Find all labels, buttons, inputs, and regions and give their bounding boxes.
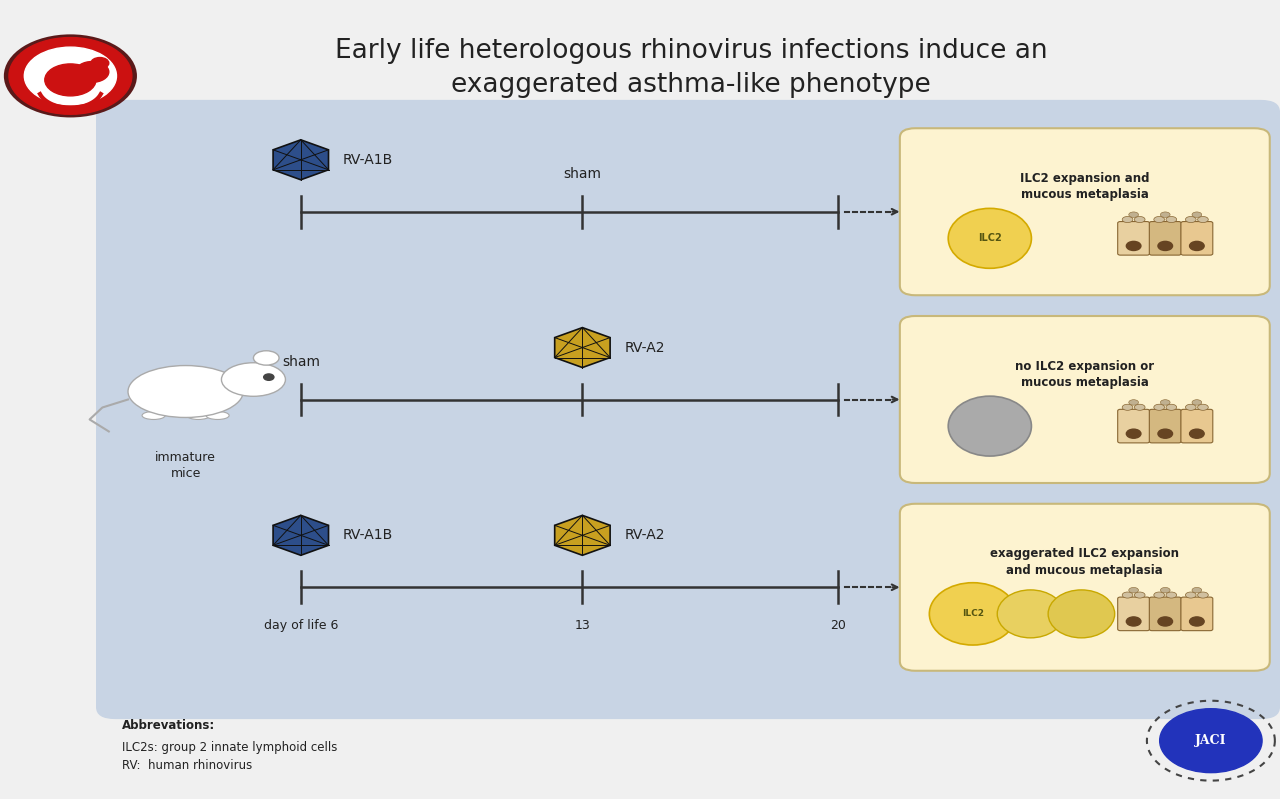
Circle shape <box>1189 617 1204 626</box>
Circle shape <box>1189 241 1204 251</box>
Text: 20: 20 <box>831 619 846 632</box>
Ellipse shape <box>1134 217 1146 223</box>
Text: Abbrevations:: Abbrevations: <box>122 719 215 732</box>
Ellipse shape <box>1153 404 1165 411</box>
Ellipse shape <box>142 411 165 419</box>
Ellipse shape <box>1161 212 1170 217</box>
Ellipse shape <box>1185 404 1196 411</box>
Ellipse shape <box>221 363 285 396</box>
Text: RV-A2: RV-A2 <box>625 528 666 543</box>
Ellipse shape <box>128 366 243 417</box>
Text: ILC2 expansion and
mucous metaplasia: ILC2 expansion and mucous metaplasia <box>1020 172 1149 201</box>
Ellipse shape <box>1166 404 1176 411</box>
Ellipse shape <box>1161 587 1170 593</box>
Ellipse shape <box>1129 587 1138 593</box>
Ellipse shape <box>1166 217 1176 223</box>
Ellipse shape <box>948 209 1032 268</box>
Circle shape <box>9 38 132 114</box>
Ellipse shape <box>1129 212 1138 217</box>
Text: sham: sham <box>563 167 602 181</box>
Circle shape <box>1160 709 1262 773</box>
Ellipse shape <box>1161 400 1170 405</box>
FancyBboxPatch shape <box>1117 597 1149 630</box>
Text: RV-A1B: RV-A1B <box>343 528 393 543</box>
Ellipse shape <box>1123 217 1133 223</box>
FancyBboxPatch shape <box>900 316 1270 483</box>
Text: JACI: JACI <box>1196 734 1226 747</box>
Circle shape <box>1158 429 1172 438</box>
Polygon shape <box>554 328 611 368</box>
Ellipse shape <box>1129 400 1138 405</box>
FancyBboxPatch shape <box>1117 221 1149 255</box>
Ellipse shape <box>1134 592 1146 598</box>
Ellipse shape <box>1134 404 1146 411</box>
Ellipse shape <box>948 396 1032 456</box>
Text: Early life heterologous rhinovirus infections induce an
exaggerated asthma-like : Early life heterologous rhinovirus infec… <box>335 38 1047 98</box>
Ellipse shape <box>997 590 1064 638</box>
Ellipse shape <box>1166 592 1176 598</box>
Ellipse shape <box>1198 592 1208 598</box>
Ellipse shape <box>929 582 1016 645</box>
Ellipse shape <box>1153 217 1165 223</box>
Circle shape <box>4 34 137 117</box>
Text: ILC2s: group 2 innate lymphoid cells
RV:  human rhinovirus: ILC2s: group 2 innate lymphoid cells RV:… <box>122 741 337 773</box>
Polygon shape <box>554 515 611 555</box>
Circle shape <box>76 62 109 82</box>
Ellipse shape <box>1198 217 1208 223</box>
Text: ILC2: ILC2 <box>978 233 1002 244</box>
Circle shape <box>24 47 116 105</box>
FancyBboxPatch shape <box>96 100 1280 719</box>
Polygon shape <box>273 515 329 555</box>
Ellipse shape <box>1192 400 1202 405</box>
Ellipse shape <box>206 411 229 419</box>
FancyBboxPatch shape <box>1149 597 1181 630</box>
Circle shape <box>1126 241 1140 251</box>
Ellipse shape <box>1123 404 1133 411</box>
FancyBboxPatch shape <box>1181 221 1213 255</box>
FancyBboxPatch shape <box>1181 597 1213 630</box>
Ellipse shape <box>1048 590 1115 638</box>
Text: RV-A2: RV-A2 <box>625 340 666 355</box>
Circle shape <box>45 64 96 96</box>
Ellipse shape <box>253 351 279 365</box>
Ellipse shape <box>1153 592 1165 598</box>
FancyBboxPatch shape <box>1149 409 1181 443</box>
FancyBboxPatch shape <box>1117 409 1149 443</box>
Circle shape <box>264 374 274 380</box>
Circle shape <box>1126 617 1140 626</box>
FancyBboxPatch shape <box>900 504 1270 671</box>
Circle shape <box>1158 241 1172 251</box>
Ellipse shape <box>187 411 210 419</box>
FancyBboxPatch shape <box>900 128 1270 296</box>
Ellipse shape <box>1123 592 1133 598</box>
Text: immature
mice: immature mice <box>155 451 216 480</box>
Text: no ILC2 expansion or
mucous metaplasia: no ILC2 expansion or mucous metaplasia <box>1015 360 1155 389</box>
Ellipse shape <box>1185 592 1196 598</box>
Text: day of life 6: day of life 6 <box>264 619 338 632</box>
Ellipse shape <box>1192 587 1202 593</box>
Circle shape <box>91 58 109 69</box>
Circle shape <box>1189 429 1204 438</box>
Text: exaggerated ILC2 expansion
and mucous metaplasia: exaggerated ILC2 expansion and mucous me… <box>991 547 1179 577</box>
Text: ILC2: ILC2 <box>961 610 984 618</box>
Text: RV-A1B: RV-A1B <box>343 153 393 167</box>
Ellipse shape <box>1185 217 1196 223</box>
Text: sham: sham <box>282 355 320 369</box>
FancyBboxPatch shape <box>1181 409 1213 443</box>
Text: 13: 13 <box>575 619 590 632</box>
Polygon shape <box>273 140 329 180</box>
Ellipse shape <box>1198 404 1208 411</box>
FancyBboxPatch shape <box>1149 221 1181 255</box>
Ellipse shape <box>1192 212 1202 217</box>
Circle shape <box>1158 617 1172 626</box>
Circle shape <box>1126 429 1140 438</box>
